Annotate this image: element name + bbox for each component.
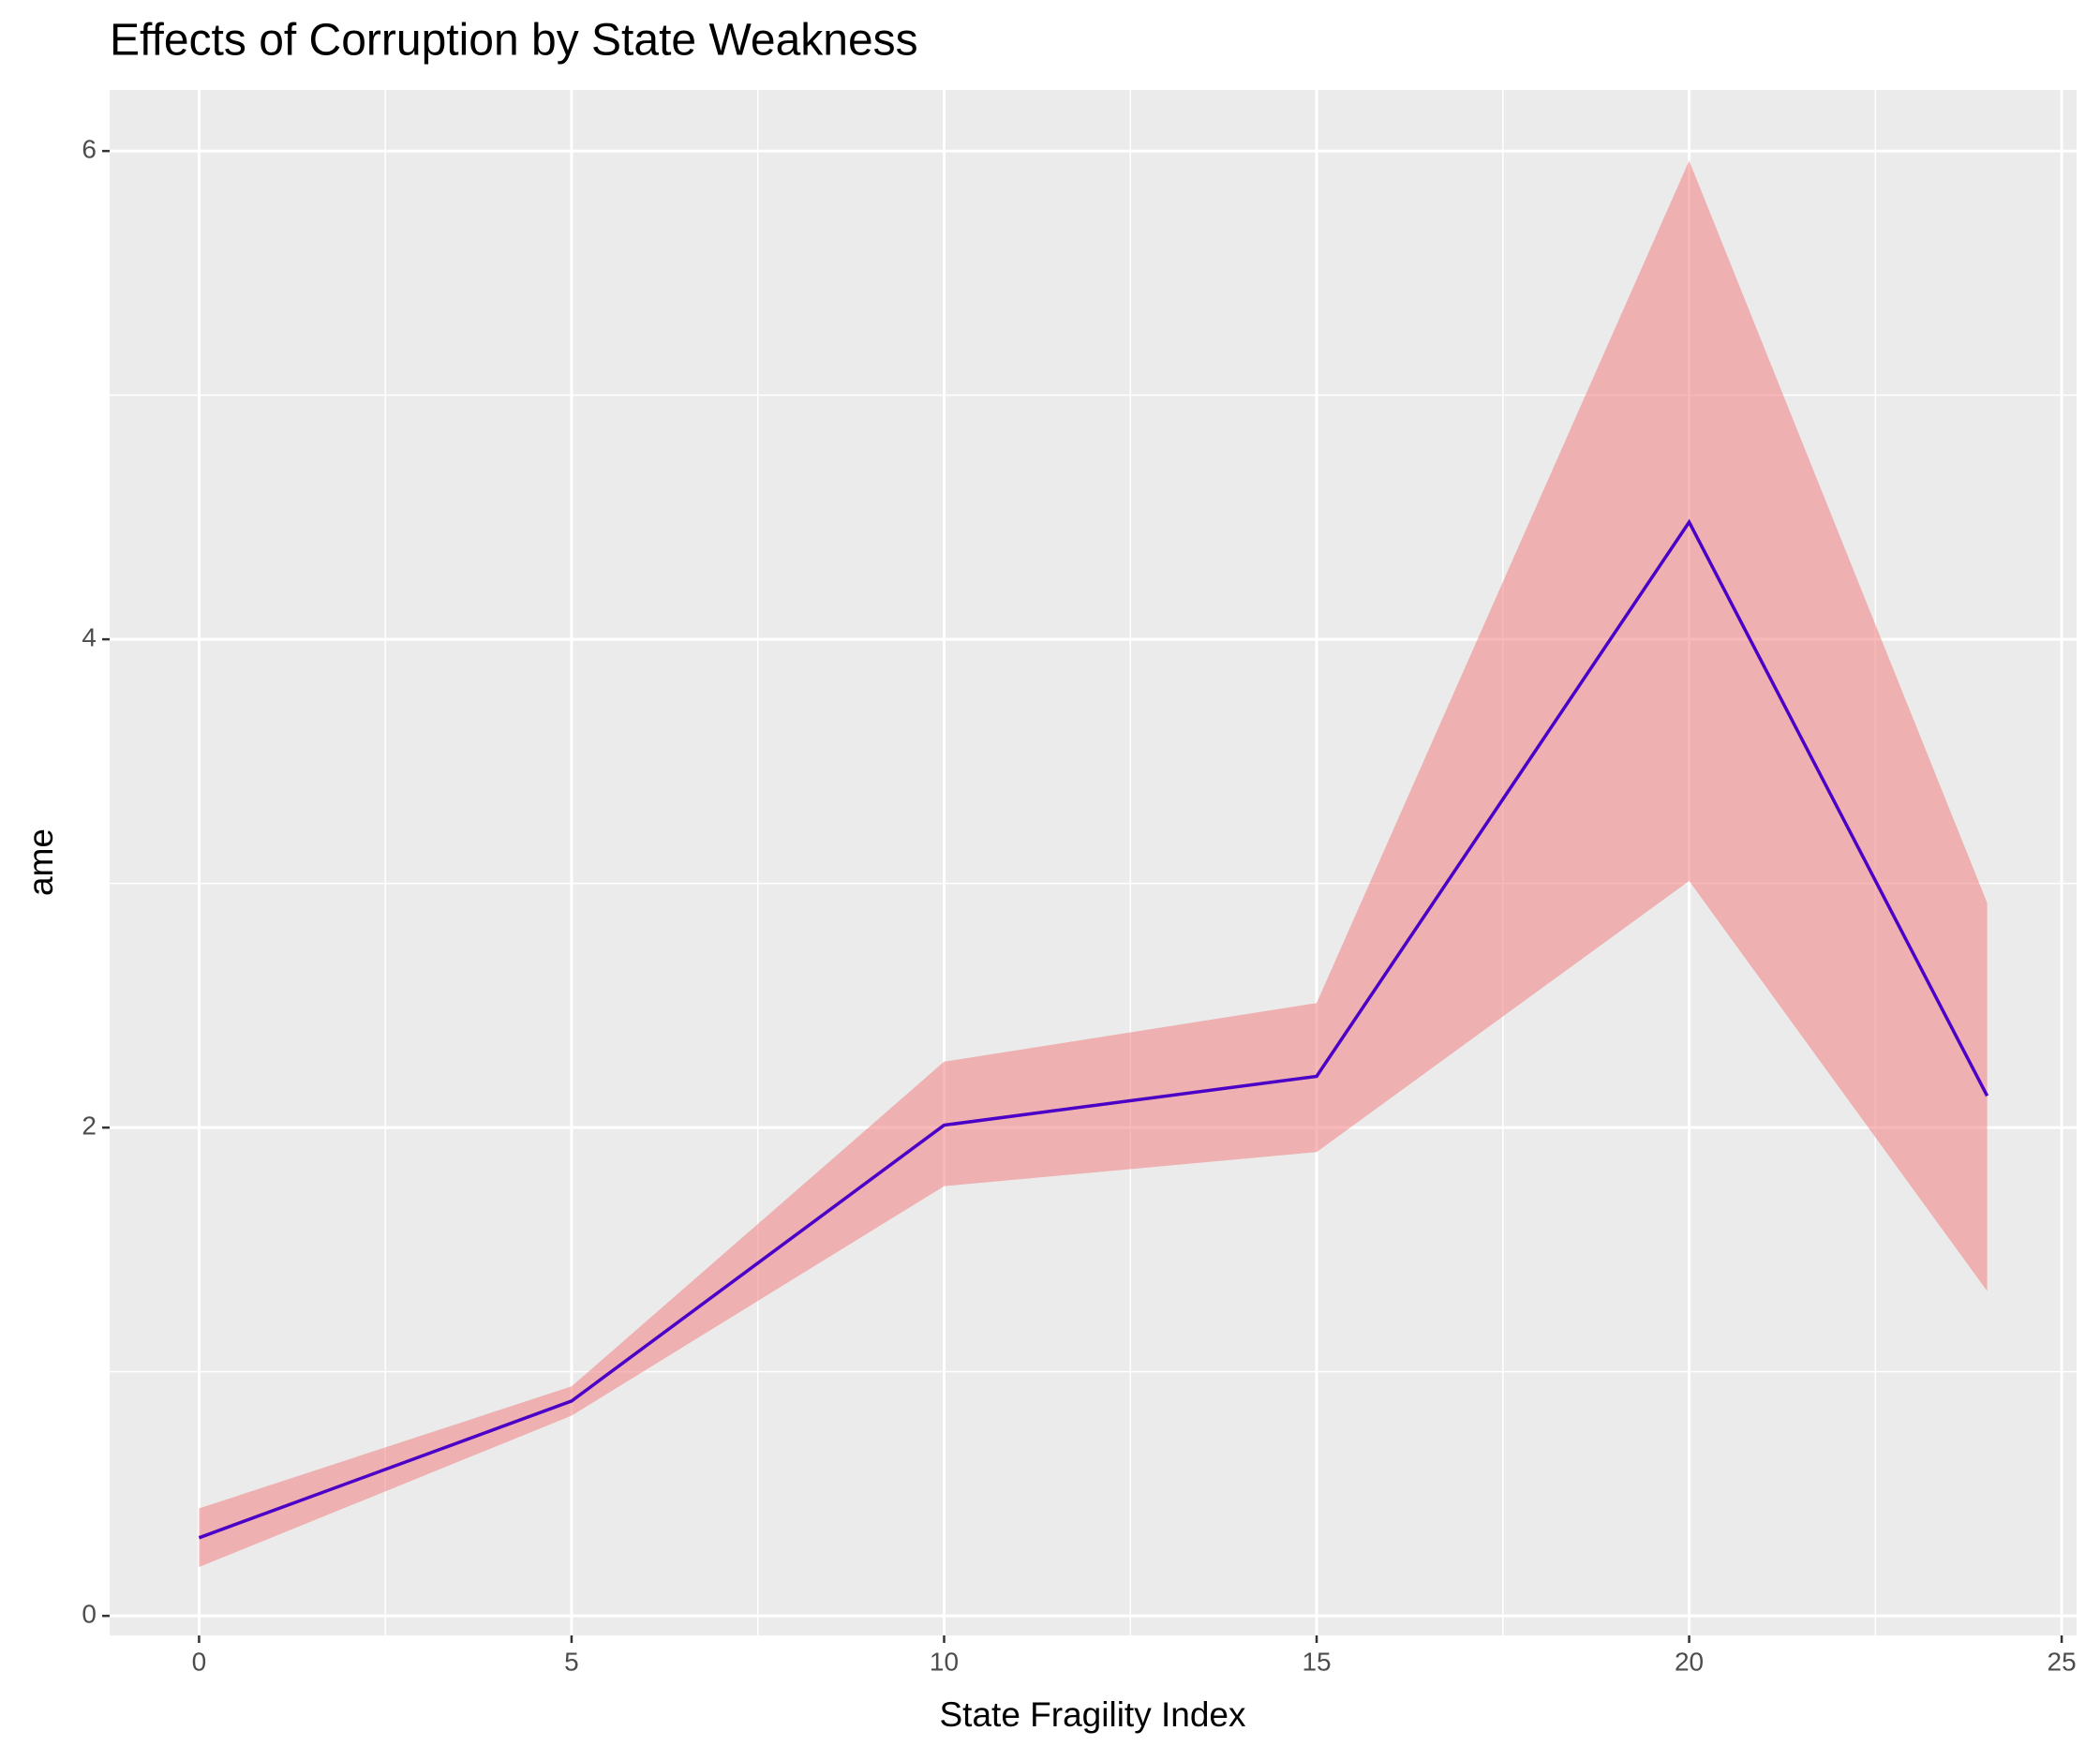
line	[198, 518, 1989, 1540]
x-tick-label: 20	[1675, 1647, 1704, 1676]
y-tick-label: 2	[82, 1112, 97, 1141]
x-tick-label: 0	[192, 1647, 207, 1676]
x-axis-title: State Fragility Index	[940, 1695, 1246, 1734]
y-tick-label: 6	[82, 135, 97, 164]
chart-title: Effects of Corruption by State Weakness	[110, 16, 918, 66]
x-tick-label: 5	[564, 1647, 579, 1676]
y-axis-title: ame	[22, 828, 60, 896]
x-tick-label: 15	[1302, 1647, 1331, 1676]
y-tick-label: 4	[82, 623, 97, 652]
y-tick-label: 0	[82, 1600, 97, 1629]
x-tick-label: 25	[2048, 1647, 2077, 1676]
x-tick-label: 10	[930, 1647, 959, 1676]
confidence-band	[199, 160, 1988, 1568]
